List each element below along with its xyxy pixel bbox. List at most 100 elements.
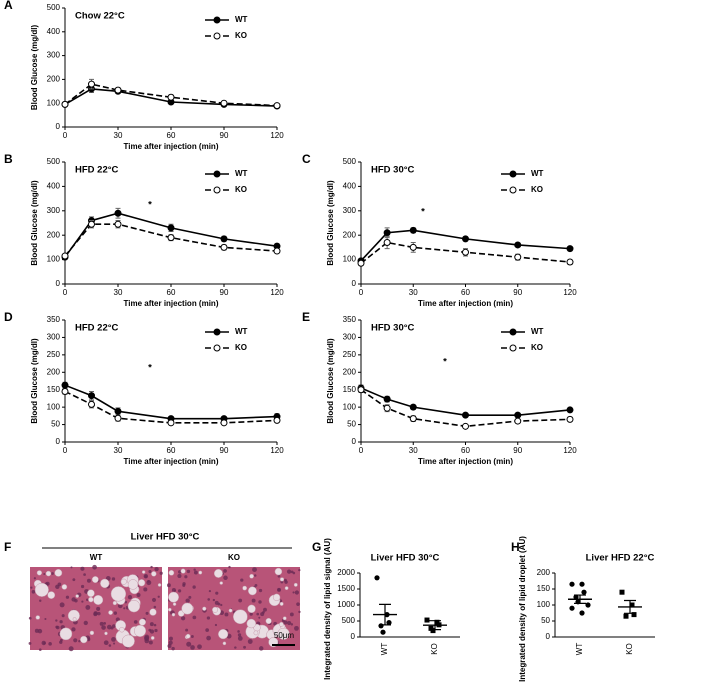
lipid-droplet	[121, 634, 135, 648]
annotation: *	[148, 200, 152, 211]
nucleus	[70, 566, 73, 569]
y-tick-label: 100	[537, 600, 551, 609]
lipid-droplet	[75, 594, 79, 598]
y-tick-label: 0	[56, 279, 61, 288]
y-axis-label: Integrated density of lipid droplet (AU)	[518, 536, 527, 682]
nucleus	[159, 571, 163, 575]
y-tick-label: 50	[347, 420, 356, 429]
marker	[61, 100, 69, 108]
x-tick-label: 60	[461, 288, 470, 297]
nucleus	[228, 565, 231, 569]
nucleus	[99, 621, 104, 626]
x-tick-label: 120	[563, 288, 577, 297]
marker	[509, 328, 517, 336]
nucleus	[185, 598, 190, 603]
chart-title: HFD 22°C	[75, 165, 119, 176]
nucleus	[127, 594, 133, 600]
nucleus	[108, 644, 112, 647]
nucleus	[78, 640, 81, 643]
marker	[566, 415, 574, 423]
x-axis-label: Time after injection (min)	[124, 142, 219, 151]
y-tick-label: 0	[546, 632, 551, 641]
lipid-droplet	[212, 606, 219, 613]
x-tick-label: 30	[114, 288, 123, 297]
y-axis-label: Blood Glucose (mg/dl)	[326, 180, 335, 266]
nucleus	[112, 624, 116, 628]
lipid-droplet	[36, 570, 42, 576]
y-tick-label: 400	[343, 182, 357, 191]
lipid-droplet	[185, 633, 191, 639]
nucleus	[72, 578, 76, 582]
x-tick-label: 60	[461, 446, 470, 455]
nucleus	[55, 584, 60, 589]
lipid-droplet	[91, 576, 99, 583]
nucleus	[136, 593, 141, 598]
nucleus	[251, 598, 256, 603]
nucleus	[192, 585, 196, 589]
marker	[61, 252, 69, 260]
series-line	[64, 212, 278, 258]
nucleus	[61, 614, 65, 618]
sem-bar	[624, 599, 636, 614]
nucleus	[153, 623, 157, 627]
nucleus	[192, 615, 197, 620]
y-tick-label: 300	[47, 51, 61, 60]
chart-title: Liver HFD 30°C	[131, 532, 200, 543]
nucleus	[197, 644, 202, 650]
x-tick-label: 90	[220, 288, 229, 297]
marker	[220, 235, 228, 243]
marker	[514, 417, 522, 425]
lipid-droplet	[151, 571, 157, 577]
x-tick-label: 30	[114, 446, 123, 455]
nucleus	[298, 568, 301, 572]
x-axis-label: Time after injection (min)	[418, 457, 513, 466]
lipid-droplet	[246, 618, 256, 629]
nucleus	[287, 620, 292, 626]
image-label: WT	[90, 553, 103, 562]
lipid-droplet	[80, 635, 88, 644]
y-tick-label: 50	[51, 420, 60, 429]
nucleus	[185, 628, 189, 632]
y-tick-label: 200	[47, 367, 61, 376]
nucleus	[190, 635, 194, 639]
marker	[220, 99, 228, 107]
nucleus	[206, 635, 211, 641]
lipid-droplet	[249, 573, 254, 579]
lipid-droplet	[34, 582, 49, 597]
nucleus	[103, 621, 107, 625]
nucleus	[92, 564, 97, 570]
nucleus	[51, 572, 54, 575]
marker	[273, 102, 281, 110]
marker	[114, 407, 122, 415]
lipid-droplet	[279, 577, 285, 582]
lipid-droplet	[222, 641, 227, 646]
marker	[383, 395, 391, 403]
nucleus	[190, 645, 195, 650]
sem-bar	[574, 594, 586, 604]
sem-bar	[429, 620, 441, 631]
data-point	[569, 605, 575, 611]
nucleus	[223, 575, 228, 581]
nucleus	[55, 625, 59, 629]
marker	[509, 186, 517, 194]
lipid-droplet	[61, 584, 68, 590]
series-line	[64, 223, 278, 257]
lipid-droplet	[171, 612, 176, 617]
nucleus	[258, 588, 263, 593]
y-axis-label: Blood Glucose (mg/dl)	[326, 338, 335, 424]
x-tick-label: 90	[220, 446, 229, 455]
nucleus	[215, 591, 219, 595]
lipid-droplet	[284, 586, 289, 591]
nucleus	[154, 628, 158, 633]
nucleus	[80, 584, 85, 589]
marker	[383, 229, 391, 237]
panel-letter: F	[4, 540, 11, 554]
y-tick-label: 200	[343, 367, 357, 376]
y-tick-label: 100	[343, 255, 357, 264]
lipid-droplet	[181, 602, 194, 615]
nucleus	[103, 640, 109, 646]
lipid-droplet	[54, 569, 63, 577]
nucleus	[143, 587, 148, 592]
lipid-droplet	[93, 594, 104, 605]
marker	[88, 392, 95, 400]
